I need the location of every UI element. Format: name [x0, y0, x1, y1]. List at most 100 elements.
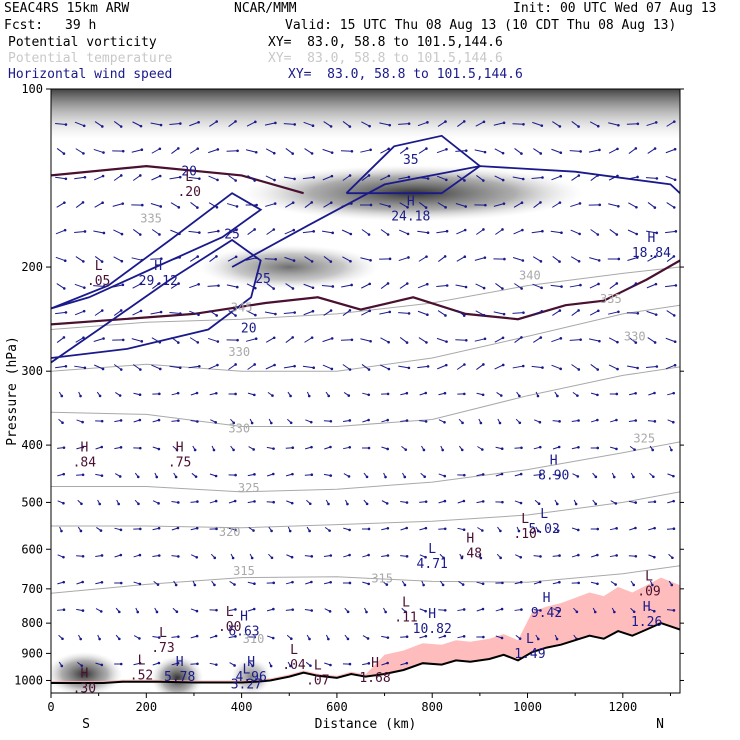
extremum-letter: L [159, 626, 167, 641]
isentrope-label: 345 [231, 301, 253, 315]
wind-vector-head [350, 202, 353, 205]
wind-vector-shaft [361, 364, 370, 370]
wind-vector-head [556, 394, 559, 398]
wind-vector-head [80, 664, 84, 667]
wind-vector-head [138, 418, 142, 422]
wind-vector-head [616, 367, 619, 371]
wind-vector-head [577, 445, 580, 449]
wind-vector-head [293, 364, 296, 368]
wind-vector-head [445, 178, 448, 182]
wind-vector-shaft [323, 121, 332, 127]
wind-vector-head [423, 475, 426, 479]
wind-vector-head [559, 367, 562, 371]
wind-vector-head [137, 502, 140, 506]
wind-vector-head [482, 635, 485, 639]
wind-vector-head [194, 475, 198, 478]
wind-vector-shaft [266, 229, 275, 235]
wind-vector-head [541, 366, 544, 369]
wind-vector-head [367, 393, 371, 397]
wind-vector-head [312, 366, 315, 369]
wind-vector-head [502, 312, 506, 316]
wind-vector-head [175, 448, 179, 451]
extremum-value: .48 [459, 546, 482, 561]
wind-vector-head [215, 608, 218, 612]
wind-vector-head [673, 340, 677, 344]
wind-vector-head [215, 206, 219, 209]
wind-vector-head [64, 311, 68, 314]
wind-vector-head [82, 260, 85, 263]
wind-vector-head [272, 447, 275, 450]
wind-vector-shaft [56, 283, 65, 289]
wind-vector-head [405, 635, 409, 639]
wind-vector-head [671, 556, 674, 560]
wind-vector-shaft [170, 283, 179, 289]
wind-vector-head [576, 528, 580, 532]
wind-vector-shaft [475, 310, 485, 316]
wind-vector-head [310, 609, 314, 612]
wind-vector-head [60, 664, 64, 668]
wind-vector-shaft [588, 149, 600, 153]
wind-vector-head [348, 528, 351, 532]
wind-vector-head [196, 147, 200, 150]
wind-vector-head [177, 206, 181, 209]
wind-vector-head [331, 231, 334, 235]
wind-vector-head [462, 635, 466, 638]
extremum-value: .00 [218, 620, 241, 635]
wind-vector-head [233, 583, 236, 586]
wind-vector-head [445, 148, 448, 151]
wind-vector-head [672, 120, 676, 123]
wind-vector-head [100, 554, 104, 557]
wind-vector-shaft [590, 175, 598, 181]
wind-vector-head [578, 232, 581, 236]
y-tick-label: 900 [21, 646, 43, 660]
wind-vector-head [501, 178, 505, 182]
wind-vector-head [197, 120, 200, 124]
wind-vector-head [330, 151, 334, 154]
wind-vector-head [273, 202, 277, 205]
wind-vector-head [291, 580, 294, 584]
wind-vector-shaft [665, 148, 676, 154]
wind-vector-head [193, 448, 197, 452]
wind-vector-shaft [590, 364, 599, 370]
extremum-value: .52 [130, 669, 153, 684]
wind-vector-head [178, 175, 182, 179]
isentrope-label: 340 [519, 269, 541, 283]
wind-vector-head [406, 232, 410, 236]
x-tick-label: 0 [47, 700, 54, 714]
wind-vector-head [634, 554, 638, 558]
wind-vector-head [136, 475, 140, 479]
wind-vector-head [615, 418, 618, 422]
wind-vector-shaft [379, 203, 390, 207]
extremum-letter: H [428, 607, 436, 622]
wind-contour-label: 20 [181, 164, 197, 179]
wind-vector-head [348, 419, 352, 422]
wind-vector-head [158, 392, 161, 396]
wind-vector-shaft [228, 175, 236, 181]
extremum-value: .75 [168, 456, 191, 471]
y-tick-label: 200 [21, 260, 43, 274]
wind-vector-head [386, 282, 390, 285]
upper-pv-contour [51, 164, 304, 195]
wind-vector-head [274, 257, 277, 261]
wind-vector-head [177, 555, 180, 558]
wind-vector-shaft [94, 256, 103, 262]
wind-vector-head [253, 179, 256, 182]
wind-vector-head [501, 228, 504, 231]
wind-vector-shaft [417, 283, 428, 289]
wind-vector-head [670, 448, 673, 452]
wind-vector-shaft [132, 283, 142, 289]
wind-vector-head [215, 314, 218, 317]
isentrope-330 [51, 366, 680, 427]
model-title: SEAC4RS 15km ARW [4, 1, 130, 16]
isentrope-label: 330 [228, 422, 250, 436]
wind-vector-head [348, 174, 352, 177]
wind-vector-head [119, 528, 123, 532]
wind-vector-shaft [645, 365, 657, 369]
wind-vector-shaft [322, 337, 333, 343]
extremum-letter: H [80, 441, 88, 456]
wind-vector-head [213, 556, 217, 560]
wind-vector-head [426, 365, 430, 368]
wind-vector-head [348, 581, 352, 585]
wind-vector-head [444, 206, 447, 209]
wind-vector-head [617, 257, 621, 261]
